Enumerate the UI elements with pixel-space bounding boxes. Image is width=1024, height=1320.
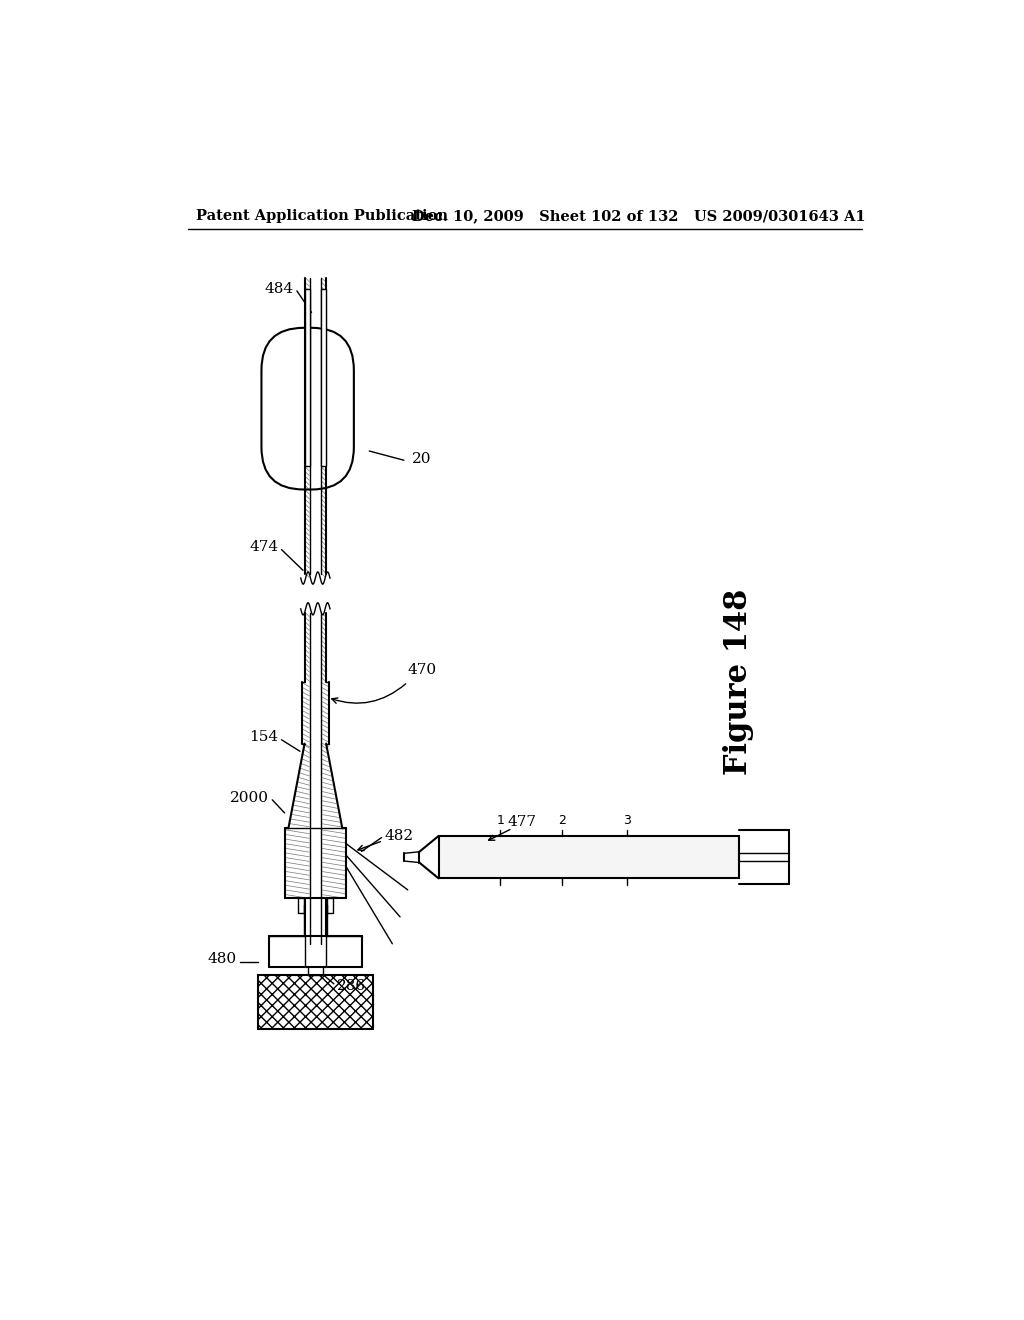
Bar <box>304 289 310 466</box>
Text: 477: 477 <box>508 816 537 829</box>
Bar <box>298 898 304 913</box>
Text: 154: 154 <box>249 730 279 744</box>
Text: 470: 470 <box>408 664 437 677</box>
Text: 482: 482 <box>385 829 414 843</box>
Text: 286: 286 <box>337 979 366 993</box>
Text: 474: 474 <box>249 540 279 554</box>
Text: 2000: 2000 <box>230 791 269 804</box>
Text: 2: 2 <box>558 813 565 826</box>
Bar <box>327 898 333 913</box>
Bar <box>321 289 326 466</box>
Bar <box>258 974 373 1028</box>
Text: 1: 1 <box>497 813 504 826</box>
Text: Figure 148: Figure 148 <box>723 589 755 775</box>
Text: 3: 3 <box>624 813 631 826</box>
Text: Dec. 10, 2009   Sheet 102 of 132   US 2009/0301643 A1: Dec. 10, 2009 Sheet 102 of 132 US 2009/0… <box>412 209 865 223</box>
Text: 20: 20 <box>412 451 431 466</box>
Bar <box>438 836 739 878</box>
Text: Patent Application Publication: Patent Application Publication <box>196 209 449 223</box>
Text: 480: 480 <box>208 952 237 966</box>
Text: 484: 484 <box>264 282 294 296</box>
